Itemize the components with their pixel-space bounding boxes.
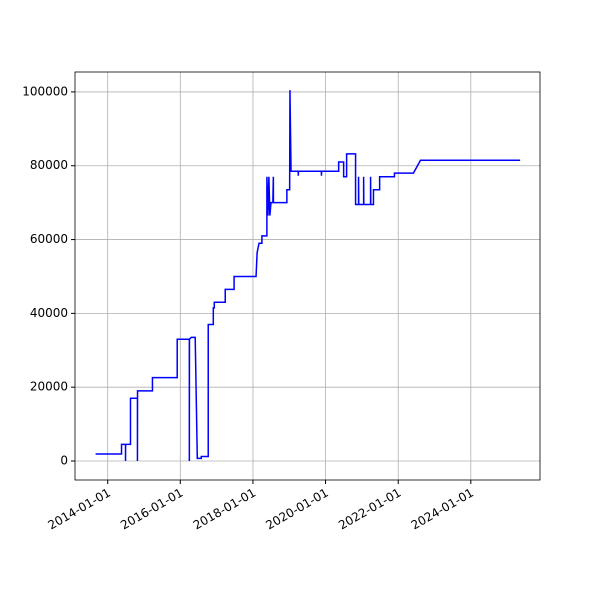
y-tick-label: 20000 xyxy=(30,380,68,394)
y-tick-label: 40000 xyxy=(30,306,68,320)
y-tick-label: 0 xyxy=(60,453,68,467)
y-tick-label: 60000 xyxy=(30,232,68,246)
y-tick-label: 100000 xyxy=(22,84,68,98)
data-line xyxy=(95,90,521,461)
plot-frame xyxy=(74,71,541,481)
y-tick-label: 80000 xyxy=(30,158,68,172)
